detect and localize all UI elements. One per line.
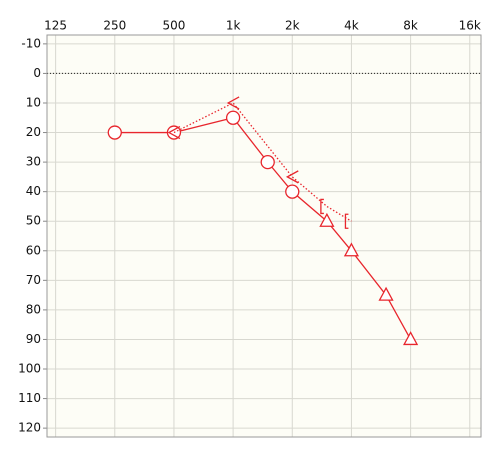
y-tick-label: 10 bbox=[26, 95, 41, 109]
plot-area bbox=[47, 35, 481, 437]
y-tick-label: 60 bbox=[26, 243, 41, 257]
x-tick-label: 500 bbox=[162, 19, 185, 33]
bracket-marker bbox=[320, 198, 324, 215]
bracket-marker bbox=[344, 213, 349, 229]
y-tick-label: 40 bbox=[26, 184, 41, 198]
triangle-marker bbox=[343, 242, 360, 257]
circle-marker bbox=[107, 125, 122, 140]
x-tick-label: 125 bbox=[44, 19, 67, 33]
chevron-marker bbox=[285, 170, 299, 184]
y-tick-label: 120 bbox=[18, 421, 41, 435]
triangle-marker bbox=[319, 212, 335, 227]
chevron-marker bbox=[226, 96, 240, 110]
circle-marker bbox=[260, 154, 275, 170]
y-tick-label: 30 bbox=[26, 155, 41, 169]
circle-marker bbox=[225, 110, 241, 125]
x-tick-label: 4k bbox=[344, 19, 359, 33]
circle-marker bbox=[285, 184, 300, 199]
x-tick-label: 16k bbox=[459, 19, 481, 33]
y-tick-label: 70 bbox=[26, 273, 41, 287]
y-tick-label: -10 bbox=[21, 36, 41, 50]
y-tick-label: 80 bbox=[26, 302, 41, 316]
x-tick-label: 2k bbox=[285, 19, 300, 33]
y-tick-label: 90 bbox=[26, 332, 41, 346]
chevron-marker bbox=[167, 125, 181, 140]
y-tick-label: 110 bbox=[18, 391, 41, 405]
y-tick-label: 100 bbox=[18, 362, 41, 376]
y-tick-label: 50 bbox=[26, 214, 41, 228]
x-tick-label: 1k bbox=[226, 19, 241, 33]
y-tick-label: 20 bbox=[26, 125, 41, 139]
x-tick-label: 250 bbox=[103, 19, 126, 33]
triangle-marker bbox=[378, 286, 394, 301]
x-tick-label: 8k bbox=[403, 19, 418, 33]
y-tick-label: 0 bbox=[33, 66, 41, 80]
triangle-marker bbox=[403, 331, 419, 346]
plot-border bbox=[46, 34, 482, 438]
